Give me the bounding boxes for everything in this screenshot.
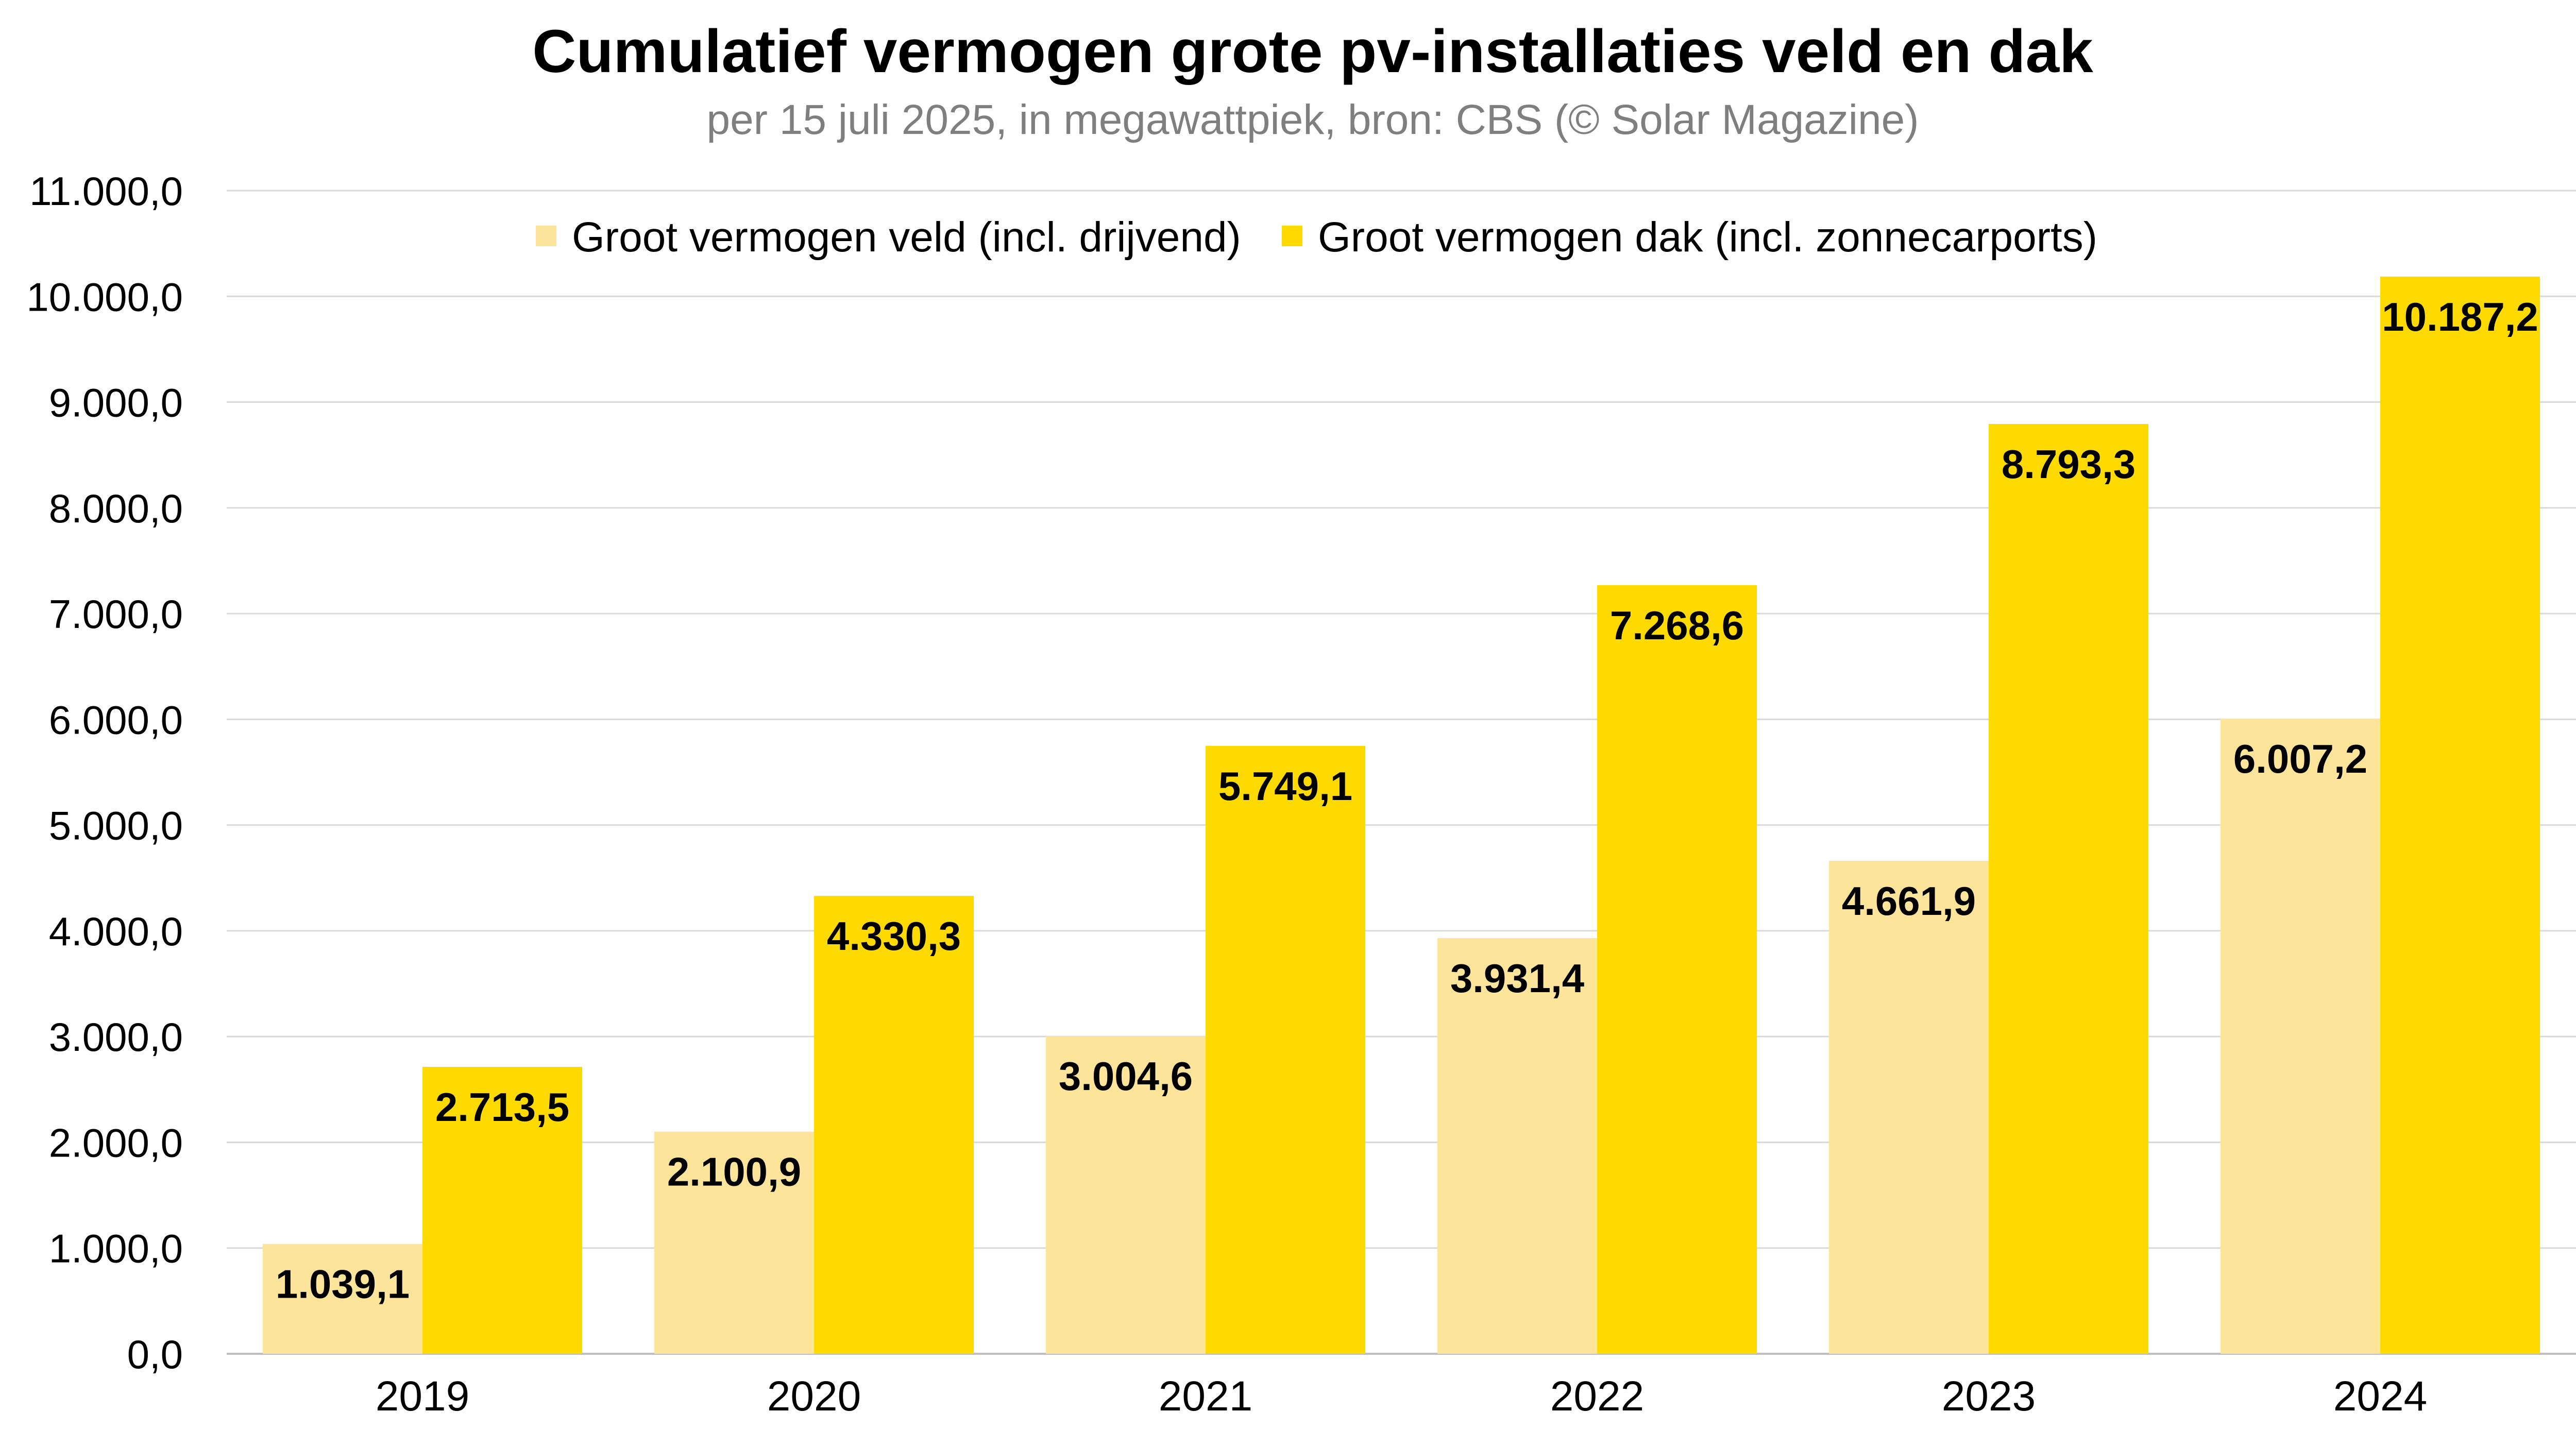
legend-swatch-veld [536, 226, 556, 246]
data-label: 3.931,4 [1450, 956, 1584, 1001]
data-label: 4.661,9 [1842, 878, 1976, 924]
bar-dak-2021 [1206, 745, 1365, 1354]
bar-veld-2021 [1046, 1036, 1206, 1354]
y-tick-label: 5.000,0 [49, 803, 183, 848]
bar-veld-2019 [263, 1244, 422, 1354]
legend-label: Groot vermogen dak (incl. zonnecarports) [1318, 214, 2097, 261]
y-tick-label: 7.000,0 [49, 591, 183, 637]
bar-dak-2022 [1597, 585, 1757, 1354]
y-tick-label: 6.000,0 [49, 697, 183, 742]
bar-dak-2023 [1989, 423, 2148, 1354]
chart-subtitle: per 15 juli 2025, in megawattpiek, bron:… [706, 96, 1919, 143]
data-label: 2.713,5 [435, 1084, 569, 1130]
y-tick-label: 8.000,0 [49, 486, 183, 531]
data-label: 8.793,3 [2002, 441, 2136, 487]
y-tick-label: 1.000,0 [49, 1226, 183, 1271]
x-axis: 2019 2020 2021 2022 2023 2024 [376, 1373, 2427, 1420]
data-label: 1.039,1 [276, 1262, 410, 1307]
legend: Groot vermogen veld (incl. drijvend) Groo… [536, 214, 2097, 261]
data-labels: 1.039,1 2.713,5 2.100,9 4.330,3 3.004,6 5.749… [276, 294, 2538, 1307]
y-tick-label: 2.000,0 [49, 1120, 183, 1165]
legend-label: Groot vermogen veld (incl. drijvend) [572, 214, 1241, 261]
gridlines [227, 190, 2576, 1355]
x-tick-label: 2021 [1159, 1373, 1252, 1420]
x-tick-label: 2022 [1550, 1373, 1644, 1420]
bar-dak-2020 [814, 896, 974, 1354]
x-tick-label: 2024 [2333, 1373, 2427, 1420]
data-label: 7.268,6 [1610, 603, 1744, 648]
data-label: 10.187,2 [2382, 294, 2538, 339]
data-label: 6.007,2 [2233, 736, 2367, 781]
bar-dak-2024 [2380, 276, 2540, 1354]
bar-veld-2020 [654, 1131, 814, 1354]
data-label: 5.749,1 [1218, 763, 1352, 809]
y-axis: 0,0 1.000,0 2.000,0 3.000,0 4.000,0 5.000,0 6.… [26, 168, 183, 1377]
y-tick-label: 11.000,0 [29, 168, 183, 214]
y-tick-label: 3.000,0 [49, 1014, 183, 1060]
bars [263, 276, 2540, 1354]
data-label: 3.004,6 [1059, 1053, 1193, 1099]
legend-swatch-dak [1282, 226, 1302, 246]
bar-veld-2022 [1437, 938, 1597, 1354]
bar-dak-2019 [422, 1066, 582, 1354]
data-label: 2.100,9 [667, 1149, 801, 1195]
bar-veld-2024 [2221, 718, 2380, 1354]
y-tick-label: 9.000,0 [49, 380, 183, 426]
y-tick-label: 4.000,0 [49, 909, 183, 954]
bar-veld-2023 [1829, 861, 1989, 1354]
x-tick-label: 2019 [376, 1373, 469, 1420]
y-tick-label: 0,0 [127, 1332, 183, 1377]
chart-title: Cumulatief vermogen grote pv-installatie… [532, 18, 2093, 86]
data-label: 4.330,3 [827, 913, 961, 959]
x-tick-label: 2020 [767, 1373, 861, 1420]
y-tick-label: 10.000,0 [26, 274, 183, 319]
x-tick-label: 2023 [1942, 1373, 2036, 1420]
